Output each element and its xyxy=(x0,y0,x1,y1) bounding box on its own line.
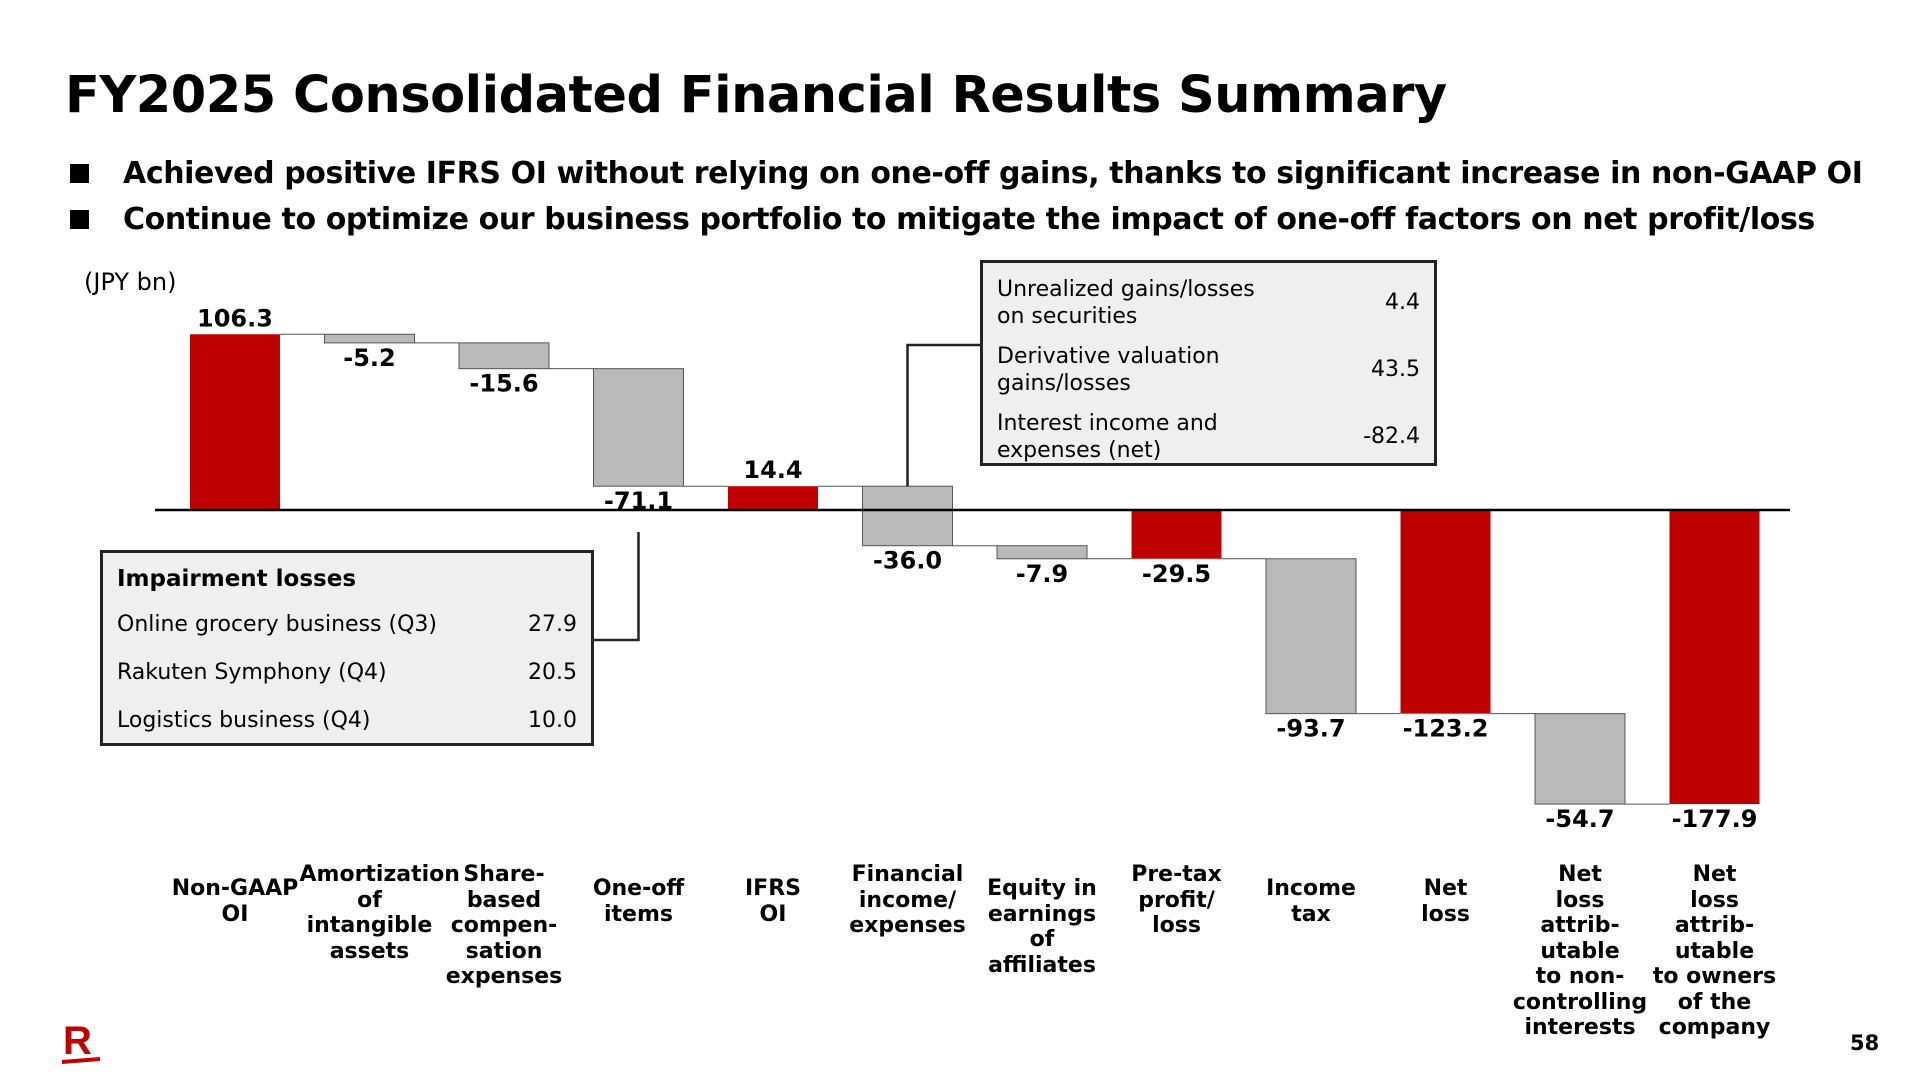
breakdown-value: 4.4 xyxy=(1385,290,1420,315)
breakdown-row: Interest income and expenses (net) -82.4 xyxy=(997,403,1420,470)
category-label: Net loss attrib- utable to non- controll… xyxy=(1512,862,1648,1040)
category-label: Income tax xyxy=(1266,876,1356,927)
unit-label: (JPY bn) xyxy=(84,268,177,296)
value-label: -15.6 xyxy=(469,370,538,398)
impairment-value: 10.0 xyxy=(528,708,577,733)
value-label: -177.9 xyxy=(1672,805,1758,833)
delta-bar xyxy=(1534,713,1626,805)
value-label: -93.7 xyxy=(1276,715,1345,743)
value-label: -123.2 xyxy=(1403,715,1489,743)
delta-bar xyxy=(458,342,550,370)
callout-connector-line xyxy=(906,343,980,487)
total-bar xyxy=(1131,510,1222,559)
category-label: Non-GAAP OI xyxy=(171,876,299,927)
breakdown-row: Unrealized gains/losses on securities 4.… xyxy=(997,269,1420,336)
value-label: -36.0 xyxy=(873,547,942,575)
financial-income-breakdown-box: Unrealized gains/losses on securities 4.… xyxy=(980,260,1437,466)
value-label: 14.4 xyxy=(743,456,802,484)
square-bullet-icon xyxy=(70,209,89,229)
bullet-text: Continue to optimize our business portfo… xyxy=(123,201,1815,237)
impairment-label: Logistics business (Q4) xyxy=(117,708,371,733)
value-label: -54.7 xyxy=(1545,805,1614,833)
delta-bar xyxy=(324,333,415,344)
delta-bar xyxy=(862,485,953,547)
category-label: Net loss attrib- utable to owners of the… xyxy=(1652,862,1777,1040)
breakdown-value: 43.5 xyxy=(1371,357,1420,382)
value-label: -71.1 xyxy=(604,487,673,515)
value-label: -7.9 xyxy=(1016,560,1068,588)
impairment-label: Online grocery business (Q3) xyxy=(117,612,437,637)
bullet-text: Achieved positive IFRS OI without relyin… xyxy=(123,155,1863,191)
breakdown-label: Derivative valuation gains/losses xyxy=(997,343,1220,396)
impairment-losses-box: Impairment losses Online grocery busines… xyxy=(100,550,594,746)
category-label: Amortization of intangible assets xyxy=(299,862,460,964)
impairment-row: Online grocery business (Q3) 27.9 xyxy=(117,601,577,649)
impairment-box-title: Impairment losses xyxy=(117,566,357,592)
impairment-row: Logistics business (Q4) 10.0 xyxy=(117,697,577,745)
page-number: 58 xyxy=(1850,1031,1880,1055)
breakdown-row: Derivative valuation gains/losses 43.5 xyxy=(997,336,1420,403)
logo-swoosh xyxy=(62,1057,100,1064)
value-label: 106.3 xyxy=(197,304,273,332)
page-title: FY2025 Consolidated Financial Results Su… xyxy=(65,66,1447,125)
total-bar xyxy=(1669,510,1760,805)
value-label: -5.2 xyxy=(343,344,395,372)
category-label: IFRS OI xyxy=(745,876,801,927)
delta-bar xyxy=(593,368,684,487)
value-label: -29.5 xyxy=(1142,560,1211,588)
category-label: Share- based compen- sation expenses xyxy=(445,862,563,989)
bullet-list: Achieved positive IFRS OI without relyin… xyxy=(70,150,1863,242)
breakdown-label: Interest income and expenses (net) xyxy=(997,410,1218,463)
impairment-row: Rakuten Symphony (Q4) 20.5 xyxy=(117,649,577,697)
total-bar xyxy=(190,334,280,510)
breakdown-label: Unrealized gains/losses on securities xyxy=(997,276,1255,329)
rakuten-logo-icon: R xyxy=(62,1020,100,1064)
category-label: One-off items xyxy=(592,876,685,927)
category-label: Financial income/ expenses xyxy=(849,862,966,938)
delta-bar xyxy=(1265,558,1357,715)
category-label: Pre-tax profit/ loss xyxy=(1131,862,1222,938)
delta-bar xyxy=(996,545,1088,560)
total-bar xyxy=(728,486,818,510)
impairment-value: 20.5 xyxy=(528,660,577,685)
logo-letter: R xyxy=(63,1020,92,1063)
impairment-label: Rakuten Symphony (Q4) xyxy=(117,660,387,685)
callout-connector-line xyxy=(594,532,640,642)
bullet-item: Achieved positive IFRS OI without relyin… xyxy=(70,150,1863,196)
impairment-value: 27.9 xyxy=(528,612,577,637)
bullet-item: Continue to optimize our business portfo… xyxy=(70,196,1863,242)
total-bar xyxy=(1400,510,1491,714)
category-label: Net loss xyxy=(1421,876,1470,927)
breakdown-value: -82.4 xyxy=(1363,424,1420,449)
square-bullet-icon xyxy=(70,163,89,183)
category-label: Equity in earnings of affiliates xyxy=(987,876,1097,978)
